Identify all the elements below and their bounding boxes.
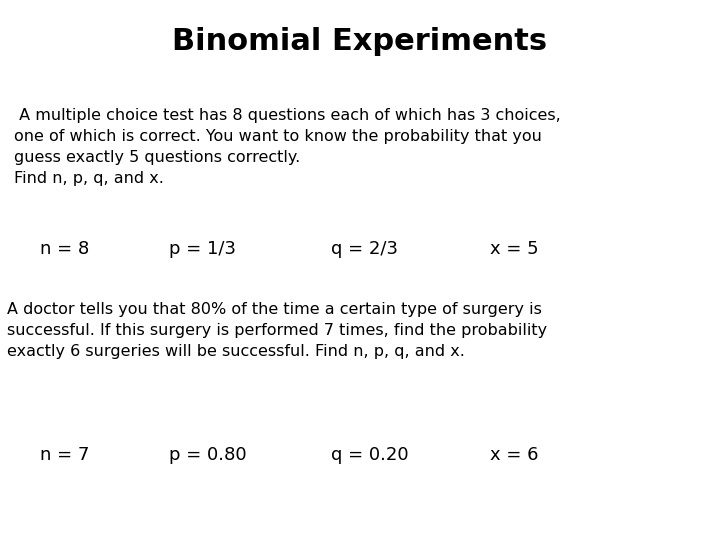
Text: q = 0.20: q = 0.20 — [331, 446, 409, 463]
Text: x = 5: x = 5 — [490, 240, 539, 258]
Text: p = 1/3: p = 1/3 — [169, 240, 236, 258]
Text: x = 6: x = 6 — [490, 446, 538, 463]
Text: q = 2/3: q = 2/3 — [331, 240, 398, 258]
Text: A multiple choice test has 8 questions each of which has 3 choices,
one of which: A multiple choice test has 8 questions e… — [14, 108, 561, 186]
Text: Binomial Experiments: Binomial Experiments — [172, 27, 548, 56]
Text: n = 7: n = 7 — [40, 446, 89, 463]
Text: A doctor tells you that 80% of the time a certain type of surgery is
successful.: A doctor tells you that 80% of the time … — [7, 302, 547, 360]
Text: p = 0.80: p = 0.80 — [169, 446, 247, 463]
Text: n = 8: n = 8 — [40, 240, 89, 258]
